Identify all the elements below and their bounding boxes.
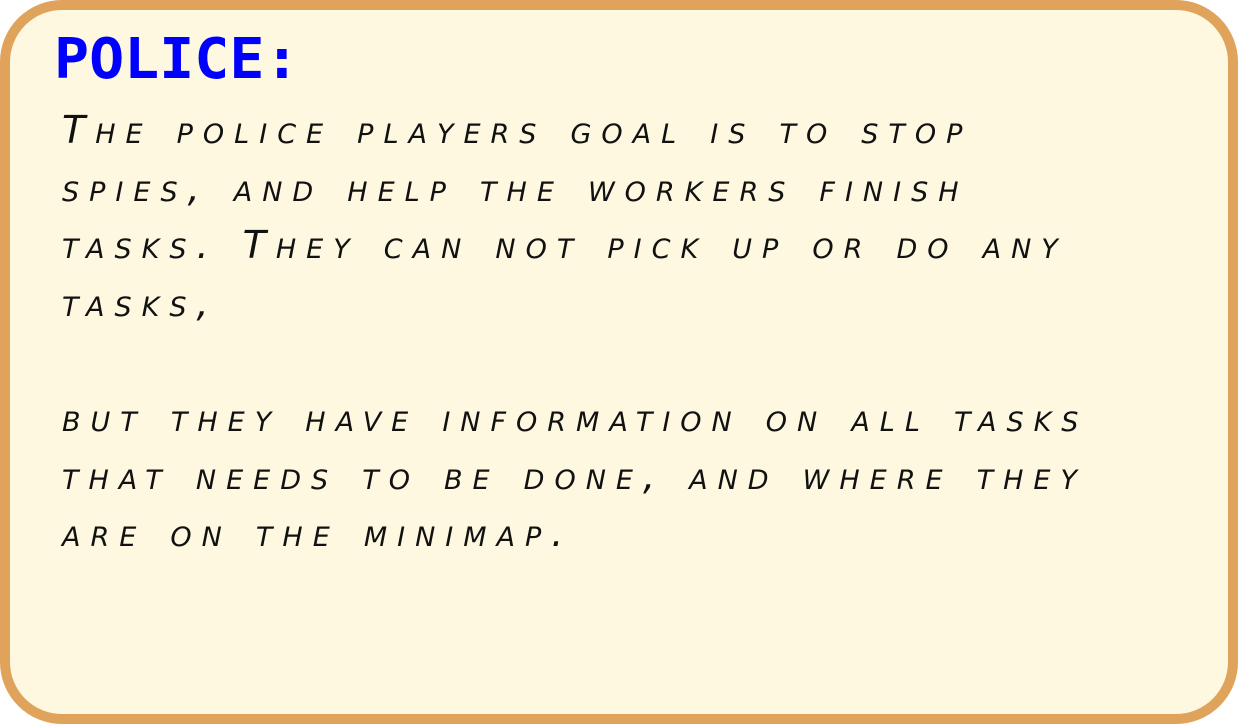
role-title: POLICE: (54, 27, 300, 92)
role-description-paragraph-1: The police players goal is to stop spies… (62, 108, 1068, 325)
role-description-paragraph-2: but they have information on all tasks t… (62, 396, 1089, 556)
